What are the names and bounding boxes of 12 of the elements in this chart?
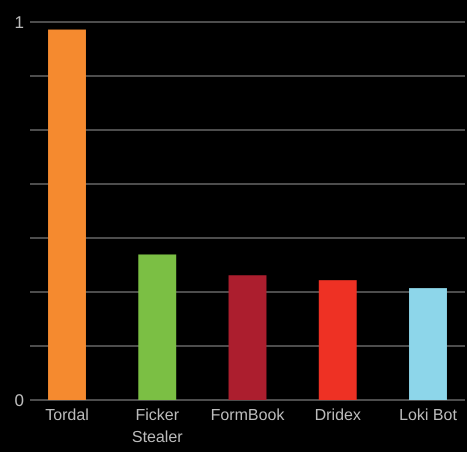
bar [318,280,357,400]
bar [138,254,176,400]
x-tick-label: Ficker Stealer [132,407,184,446]
x-tick-label: Loki Bot [399,407,458,424]
y-tick-label: 1 [14,12,24,32]
x-tick-label: FormBook [210,407,286,424]
bar [409,288,447,400]
y-tick-label: 0 [14,390,24,410]
bar [228,275,266,400]
bar [48,30,86,400]
x-tick-label: Dridex [314,407,361,424]
x-tick-label: Tordal [45,407,89,424]
